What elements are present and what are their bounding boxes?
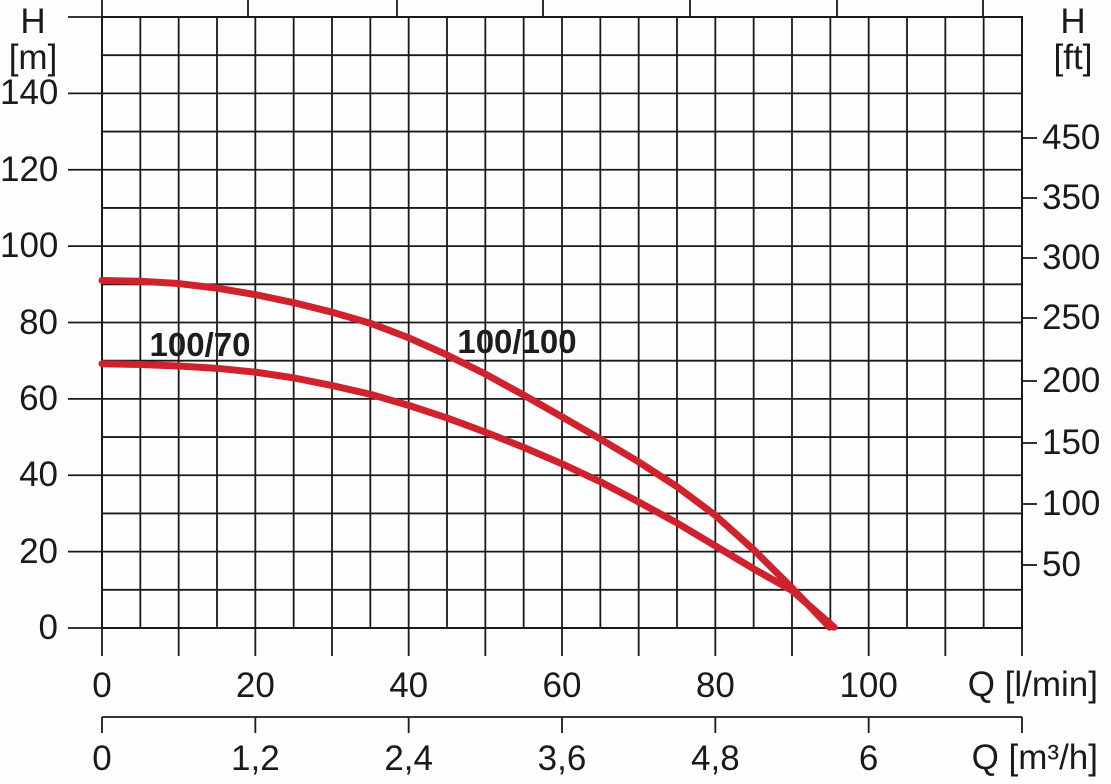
right-axis-tick-label: 350 bbox=[1042, 178, 1101, 217]
right-axis-symbol: H bbox=[1060, 2, 1086, 41]
left-axis-tick-label: 140 bbox=[0, 73, 59, 113]
right-axis-unit: [ft] bbox=[1053, 38, 1093, 77]
bottom-axis-tick-label: 40 bbox=[389, 666, 429, 705]
left-axis-tick-label: 120 bbox=[0, 149, 59, 189]
left-axis-tick-label: 80 bbox=[19, 302, 58, 342]
x-axis-unit-lmin: Q [l/min] bbox=[967, 665, 1098, 704]
left-axis-tick-label: 60 bbox=[19, 378, 58, 418]
pump-curve-100-100 bbox=[98, 276, 834, 631]
right-axis-tick-label: 100 bbox=[1042, 484, 1101, 523]
bottom-axis-tick-label: 20 bbox=[235, 666, 275, 705]
left-axis-tick-label: 20 bbox=[19, 531, 58, 571]
secondary-axis-tick-label: 2,4 bbox=[384, 739, 433, 778]
left-axis-tick-label: 100 bbox=[0, 226, 59, 266]
bottom-axis-tick-label: 100 bbox=[839, 666, 898, 705]
secondary-axis-tick-label: 3,6 bbox=[537, 739, 587, 778]
curve-label-100-70: 100/70 bbox=[149, 326, 251, 363]
secondary-axis-tick-label: 1,2 bbox=[231, 739, 280, 778]
curve-label-100-100: 100/100 bbox=[457, 323, 577, 360]
pump-curve-100-70 bbox=[98, 360, 838, 631]
x-axis-unit-m3h: Q [m³/h] bbox=[971, 738, 1098, 777]
secondary-axis-tick-label: 0 bbox=[92, 739, 112, 778]
secondary-axis-tick-label: 4,8 bbox=[691, 739, 740, 778]
bottom-axis-tick-label: 80 bbox=[695, 666, 735, 705]
right-axis-title: H [ft] bbox=[1038, 4, 1108, 76]
secondary-axis-tick-label: 6 bbox=[858, 739, 879, 778]
left-axis-symbol: H bbox=[20, 2, 46, 41]
right-axis-tick-label: 200 bbox=[1042, 361, 1101, 400]
right-axis-tick-label: 450 bbox=[1042, 118, 1101, 157]
bottom-axis-tick-label: 60 bbox=[542, 666, 582, 705]
left-axis-tick-label: 0 bbox=[38, 608, 58, 647]
left-axis-tick-label: 40 bbox=[19, 455, 58, 495]
right-axis-tick-label: 250 bbox=[1042, 298, 1101, 337]
right-axis-tick-label: 150 bbox=[1042, 423, 1101, 462]
left-axis-unit: [m] bbox=[8, 38, 58, 77]
right-axis-tick-label: 50 bbox=[1042, 545, 1081, 584]
right-axis-tick-label: 300 bbox=[1042, 238, 1101, 277]
left-axis-title: H [m] bbox=[4, 4, 62, 76]
bottom-axis-tick-label: 0 bbox=[92, 666, 112, 705]
